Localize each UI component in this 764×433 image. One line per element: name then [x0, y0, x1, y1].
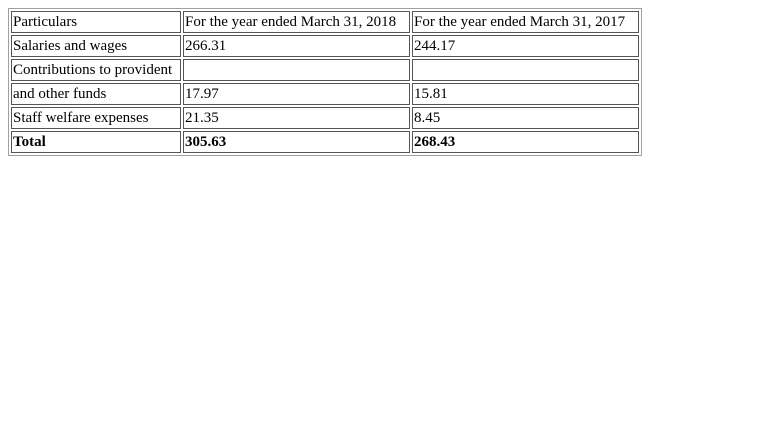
table-row: Salaries and wages 266.31 244.17 [11, 35, 639, 57]
total-value-2017: 268.43 [412, 131, 639, 153]
header-cell-particulars: Particulars [11, 11, 181, 33]
table-total-row: Total 305.63 268.43 [11, 131, 639, 153]
row-value-2018: 17.97 [183, 83, 410, 105]
row-value-2017: 15.81 [412, 83, 639, 105]
row-value-2017: 8.45 [412, 107, 639, 129]
table-header-row: Particulars For the year ended March 31,… [11, 11, 639, 33]
total-value-2018: 305.63 [183, 131, 410, 153]
row-label: and other funds [11, 83, 181, 105]
table-row: Staff welfare expenses 21.35 8.45 [11, 107, 639, 129]
table-row: Contributions to provident [11, 59, 639, 81]
total-label: Total [11, 131, 181, 153]
row-label: Salaries and wages [11, 35, 181, 57]
row-value-2017: 244.17 [412, 35, 639, 57]
row-value-2018 [183, 59, 410, 81]
employee-benefit-table: Particulars For the year ended March 31,… [8, 8, 642, 156]
row-value-2017 [412, 59, 639, 81]
row-label: Staff welfare expenses [11, 107, 181, 129]
row-label: Contributions to provident [11, 59, 181, 81]
row-value-2018: 266.31 [183, 35, 410, 57]
table-row: and other funds 17.97 15.81 [11, 83, 639, 105]
header-cell-fy2018: For the year ended March 31, 2018 [183, 11, 410, 33]
header-cell-fy2017: For the year ended March 31, 2017 [412, 11, 639, 33]
row-value-2018: 21.35 [183, 107, 410, 129]
